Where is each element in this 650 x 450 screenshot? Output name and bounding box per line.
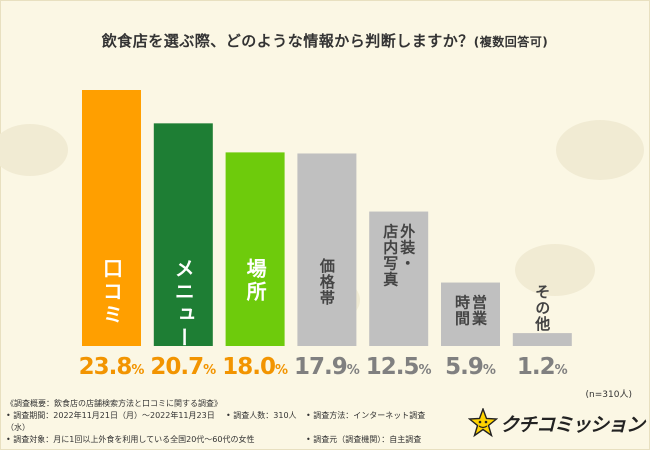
survey-method: • 調査方法：インターネット調査 <box>306 411 426 420</box>
survey-heading: 《調査概要：飲食店の店舗検索方法と口コミに関する調査》 <box>6 399 222 408</box>
bar-2 <box>153 123 213 346</box>
survey-source: • 調査元（調査機関）：自主調査 <box>306 435 422 444</box>
survey-period: • 調査期間：2022年11月21日（月）～2022年11月23日（水） <box>6 411 215 432</box>
value-label-3: 18.0% <box>222 354 288 380</box>
value-label-4: 17.9% <box>294 354 360 380</box>
bar-label-6-col1: 営業 <box>470 294 488 327</box>
survey-target: • 調査対象：月に1回以上外食を利用している全国20代～60代の女性 <box>6 435 255 444</box>
survey-count: • 調査人数：310人 <box>226 411 297 420</box>
value-label-1: 23.8% <box>79 354 145 380</box>
bars-group <box>82 90 572 346</box>
bar-label-1: 口コミ <box>100 258 124 327</box>
title-main: 飲食店を選ぶ際、どのような情報から判断しますか？ <box>101 32 474 50</box>
sample-size-note: (n=310人) <box>585 390 632 400</box>
bar-label-3: 場所 <box>243 258 267 304</box>
bar-label-6-col2: 時間 <box>453 294 471 327</box>
value-label-2: 20.7% <box>150 354 216 380</box>
bar-label-7: その他 <box>533 284 551 332</box>
survey-footer: 《調査概要：飲食店の店舗検索方法と口コミに関する調査》 • 調査期間：2022年… <box>6 398 456 446</box>
bar-5 <box>369 211 429 346</box>
star-mascot-icon <box>468 408 498 438</box>
bar-label-2: メニュー <box>171 258 195 350</box>
value-labels-group: 23.8% 20.7% 18.0% 17.9% 12.5% 5.9% 1.2% <box>79 354 568 380</box>
value-label-5: 12.5% <box>366 354 432 380</box>
bar-label-5-col2: 店内写真 <box>381 223 399 288</box>
bar-label-4: 価格帯 <box>318 257 336 306</box>
bar-1 <box>82 90 141 346</box>
value-label-6: 5.9% <box>445 354 496 380</box>
brand-name: クチコミッション <box>500 413 645 436</box>
bar-4 <box>297 153 357 346</box>
bar-6 <box>441 282 500 346</box>
chart-title: 飲食店を選ぶ際、どのような情報から判断しますか？(複数回答可) <box>0 30 650 51</box>
value-label-7: 1.2% <box>517 354 568 380</box>
bar-label-5-col1: 外装・ <box>398 223 416 272</box>
title-suffix: (複数回答可) <box>473 35 549 49</box>
bar-3 <box>225 152 285 346</box>
brand-logo: クチコミッション <box>468 408 645 438</box>
bar-7 <box>512 333 572 346</box>
